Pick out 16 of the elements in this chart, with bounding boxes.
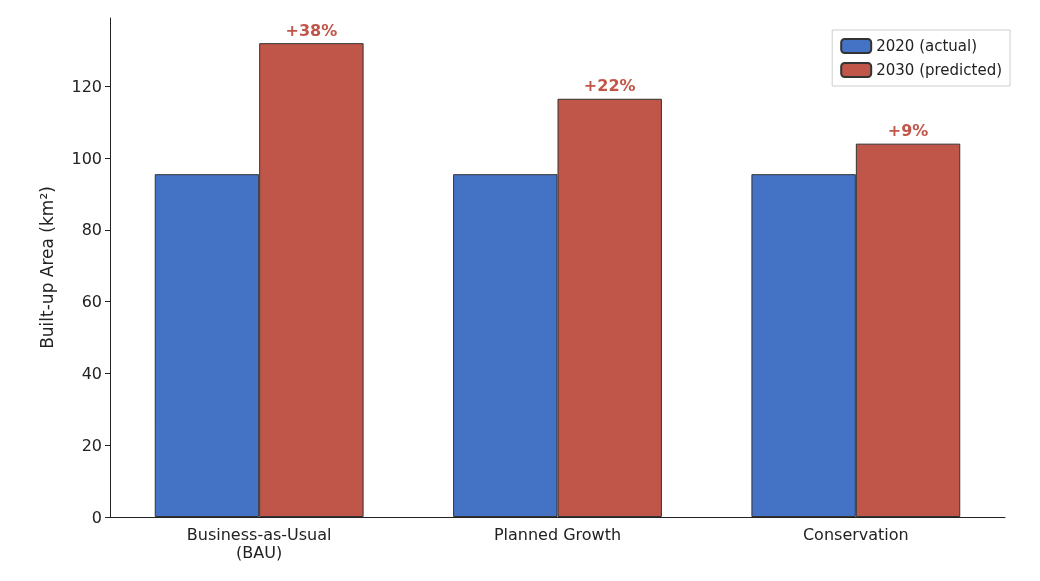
y-tick-label: 80	[81, 220, 102, 240]
y-tick-label: 0	[91, 507, 102, 527]
y-tick-label: 20	[81, 435, 102, 455]
x-tick-label: Planned Growth	[493, 524, 622, 544]
annotation: +38%	[285, 20, 338, 40]
y-tick-label: 120	[71, 76, 102, 96]
annotation: +22%	[583, 76, 636, 96]
y-tick-label: 40	[81, 363, 102, 383]
x-tick-label: Business-as-Usual (BAU)	[186, 524, 332, 562]
y-tick-label: 60	[81, 292, 102, 312]
annotation: +9%	[887, 121, 929, 141]
y-tick-label: 100	[71, 148, 102, 168]
legend-label: 2030 (predicted)	[876, 61, 1003, 79]
legend-label: 2020 (actual)	[876, 37, 978, 55]
x-tick-label: Conservation	[802, 524, 909, 544]
y-axis-title: Built-up Area (km²)	[36, 186, 57, 349]
